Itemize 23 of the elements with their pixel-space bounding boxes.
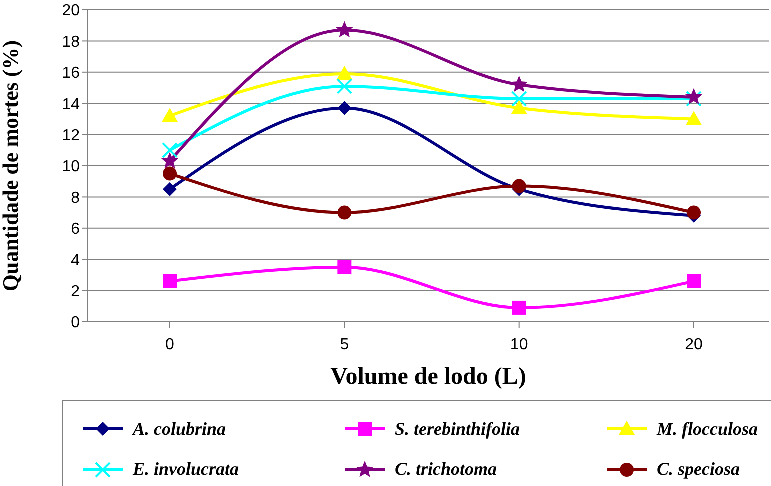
legend-label: C. trichotoma <box>395 459 498 480</box>
x-tick-label: 5 <box>340 336 350 354</box>
x-tick-label: 20 <box>685 336 703 354</box>
y-tick-label: 16 <box>62 65 80 82</box>
y-tick-label: 2 <box>71 283 80 300</box>
x-axis-title: Volume de lodo (L) <box>330 364 526 390</box>
y-tick-label: 6 <box>71 221 80 238</box>
legend-label: E. involucrata <box>133 459 240 480</box>
x-tick-label: 10 <box>510 336 528 354</box>
y-tick-label: 10 <box>62 158 80 176</box>
y-tick-label: 12 <box>62 127 80 144</box>
y-tick-label: 0 <box>71 314 80 332</box>
y-axis-title: Quantidade de mortes (%) <box>0 40 23 292</box>
y-tick-label: 14 <box>62 96 80 114</box>
y-tick-label: 8 <box>71 190 80 207</box>
x-tick-label: 0 <box>166 336 175 354</box>
y-tick-label: 18 <box>62 34 80 51</box>
legend-label: S. terebinthifolia <box>395 418 520 440</box>
y-tick-label: 4 <box>71 252 80 270</box>
y-tick-label: 20 <box>62 2 80 20</box>
legend-label: C. speciosa <box>657 459 740 480</box>
legend-label: M. flocculosa <box>657 418 758 440</box>
legend-label: A. colubrina <box>133 418 226 440</box>
